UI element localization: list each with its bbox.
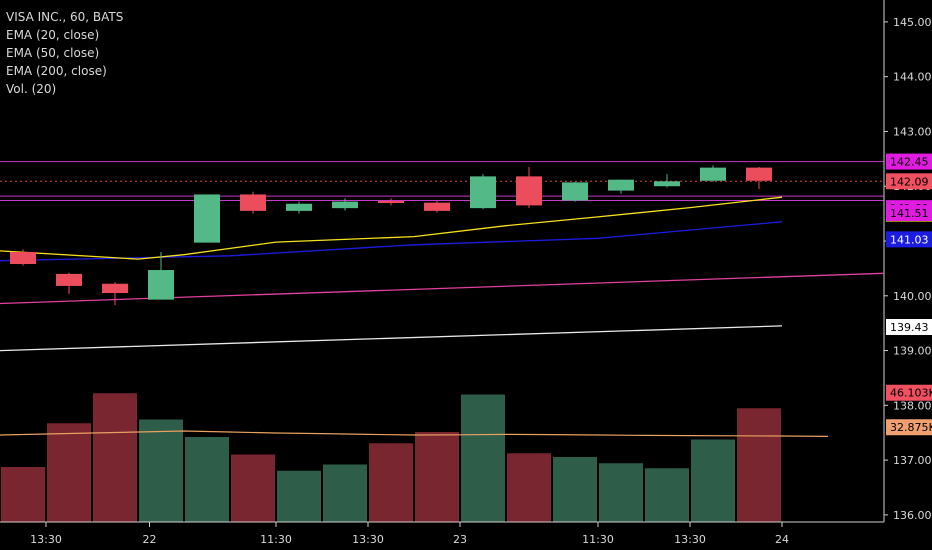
- legend-ema-50: EMA (50, close): [6, 46, 100, 60]
- price-tag-label: 139.43: [890, 321, 929, 334]
- price-axis-label: 139.00: [893, 345, 932, 358]
- volume-bar: [645, 468, 689, 522]
- price-tag: [886, 419, 932, 436]
- time-axis-label: 23: [453, 533, 467, 546]
- time-axis-label: 22: [143, 533, 157, 546]
- candle-body: [102, 283, 128, 294]
- candle-body: [654, 181, 680, 187]
- price-tag-label: 141.51: [890, 207, 929, 220]
- volume-bar: [1, 467, 45, 522]
- time-axis-label: 13:30: [30, 533, 62, 546]
- volume-ma-line: [0, 430, 829, 437]
- candle-body: [562, 182, 588, 201]
- white-ema-line: [0, 325, 783, 352]
- price-tag-label: 142.09: [890, 175, 929, 188]
- volume-bar: [599, 463, 643, 522]
- price-tag-label: 46.103K: [890, 387, 932, 400]
- price-tag-label: 141.03: [890, 233, 929, 246]
- candle-body: [378, 201, 404, 204]
- candle-body: [56, 273, 82, 286]
- time-axis-label: 11:30: [582, 533, 614, 546]
- legend-ema-200: EMA (200, close): [6, 64, 107, 78]
- volume-bar: [461, 394, 505, 522]
- legend-volume: Vol. (20): [6, 82, 57, 96]
- candle-body: [746, 167, 772, 181]
- candle-body: [194, 194, 220, 243]
- ema-20-line: [0, 196, 783, 260]
- volume-bar: [691, 439, 735, 522]
- volume-bar: [277, 470, 321, 522]
- price-axis-label: 138.00: [893, 399, 932, 412]
- time-axis-label: 11:30: [260, 533, 292, 546]
- price-tag: [886, 173, 932, 190]
- price-axis-background: [884, 0, 932, 550]
- price-tag: [886, 319, 932, 336]
- volume-bar: [737, 408, 781, 522]
- legend-ema-20: EMA (20, close): [6, 28, 100, 42]
- volume-bar: [323, 464, 367, 522]
- candle-body: [470, 176, 496, 209]
- price-axis-label: 145.00: [893, 16, 932, 29]
- price-axis-label: 143.00: [893, 125, 932, 138]
- candle-body: [700, 167, 726, 181]
- price-tag: [886, 384, 932, 401]
- volume-bar: [369, 443, 413, 522]
- price-tag-label: 32.875K: [890, 421, 932, 434]
- candle-body: [516, 176, 542, 206]
- candle-body: [10, 251, 36, 265]
- volume-bar: [185, 437, 229, 522]
- ema-200-line: [0, 272, 884, 305]
- chart-title: VISA INC., 60, BATS: [6, 10, 124, 24]
- time-axis-label: 13:30: [352, 533, 384, 546]
- price-tag: [886, 231, 932, 248]
- price-tag: [886, 205, 932, 222]
- chart-legend: VISA INC., 60, BATS EMA (20, close) EMA …: [6, 8, 123, 98]
- candle-body: [332, 201, 358, 209]
- price-axis-label: 144.00: [893, 71, 932, 84]
- time-axis-label: 13:30: [674, 533, 706, 546]
- volume-bar: [231, 454, 275, 522]
- price-axis-label: 136.00: [893, 509, 932, 522]
- volume-bar: [139, 419, 183, 522]
- volume-bar: [507, 453, 551, 522]
- volume-bar: [553, 457, 597, 522]
- ema-50-line: [0, 221, 783, 262]
- time-axis-label: 24: [775, 533, 789, 546]
- volume-bar: [415, 432, 459, 522]
- volume-bar: [93, 393, 137, 522]
- candle-body: [424, 202, 450, 211]
- candle-body: [148, 270, 174, 300]
- candle-body: [240, 194, 266, 211]
- price-tag: [886, 153, 932, 170]
- price-tag-label: 142.45: [890, 156, 929, 169]
- volume-bar: [47, 423, 91, 522]
- candle-body: [286, 203, 312, 211]
- price-axis-label: 140.00: [893, 290, 932, 303]
- time-axis-background: [0, 522, 932, 550]
- price-axis-label: 137.00: [893, 454, 932, 467]
- candle-body: [608, 179, 634, 191]
